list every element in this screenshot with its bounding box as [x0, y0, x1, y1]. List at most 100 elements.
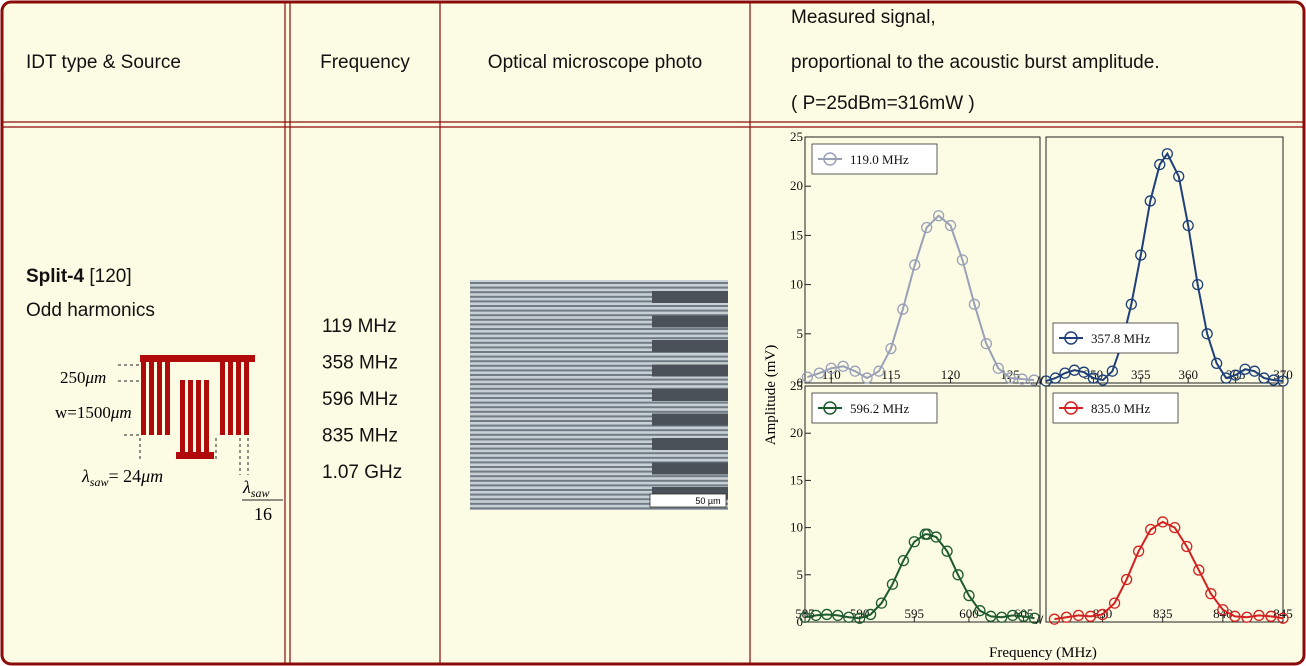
legend-marker: [1064, 401, 1078, 415]
stripe: [470, 433, 728, 436]
marker: [974, 605, 986, 617]
stripe: [470, 397, 728, 399]
finger: [180, 380, 185, 452]
y-tick-label: 20: [790, 178, 803, 193]
pad: [652, 340, 728, 352]
finger: [204, 380, 209, 452]
stripe: [470, 332, 728, 335]
marker: [832, 609, 844, 622]
stripe: [470, 479, 728, 482]
plot-area: [804, 385, 1041, 623]
y-axis-title: Amplitude (mV): [763, 345, 779, 445]
marker: [1125, 298, 1137, 310]
stripe: [470, 360, 728, 363]
series-line: [1054, 520, 1284, 621]
stripe: [470, 351, 728, 353]
scale-box: [649, 493, 727, 508]
marker: [968, 298, 981, 310]
pad: [652, 291, 728, 303]
x-tick-label: 120: [941, 367, 961, 382]
plot-area: [1045, 136, 1284, 384]
bus-bar: [140, 355, 255, 362]
marker: [1210, 357, 1223, 369]
marker: [825, 362, 837, 374]
marker: [1157, 516, 1169, 528]
axis-break: //: [1035, 373, 1044, 388]
width-value: w=1500: [55, 403, 111, 422]
stripe: [470, 424, 728, 427]
stripe: [470, 286, 728, 289]
marker: [1182, 219, 1194, 232]
x-tick-label: 595: [905, 606, 925, 621]
stripe: [470, 364, 728, 367]
marker: [963, 589, 975, 602]
marker: [1049, 372, 1062, 384]
stripe: [470, 323, 728, 326]
x-axis-title: Frequency (MHz): [989, 645, 1097, 661]
width-label: w=1500μm: [55, 403, 132, 422]
marker: [1144, 195, 1156, 207]
stripe: [470, 282, 728, 284]
marker: [941, 545, 953, 557]
plot-area: [1045, 385, 1284, 623]
stripe: [470, 443, 728, 445]
marker: [1004, 372, 1016, 384]
marker: [1253, 609, 1265, 622]
stripe: [470, 295, 728, 298]
stripe: [470, 318, 728, 321]
marker: [813, 367, 825, 379]
stripe: [470, 378, 728, 381]
marker: [1277, 612, 1289, 624]
stripe: [470, 369, 728, 372]
x-tick-label: 360: [1178, 367, 1198, 382]
plot-area: [804, 136, 1041, 384]
marker: [799, 611, 811, 623]
stripe: [470, 415, 728, 418]
marker: [875, 597, 888, 609]
fraction-den: 16: [254, 504, 272, 524]
stripe: [470, 314, 728, 317]
marker: [1048, 613, 1061, 625]
stripe: [470, 309, 728, 312]
marker: [952, 569, 964, 581]
legend-label: 835.0 MHz: [1091, 401, 1150, 416]
finger: [228, 362, 233, 435]
stripe: [470, 392, 728, 395]
legend-label: 119.0 MHz: [850, 152, 909, 167]
series-line: [804, 533, 1035, 620]
stripe: [470, 337, 728, 340]
fraction-num: λsaw: [242, 477, 269, 500]
header-line: proportional to the acoustic burst ampli…: [791, 52, 1160, 73]
legend-marker: [823, 152, 837, 166]
marker: [1097, 374, 1109, 386]
finger: [188, 380, 193, 452]
marker: [1181, 540, 1193, 553]
y-tick-label: 25: [790, 378, 803, 393]
stripe: [470, 484, 728, 487]
marker: [992, 362, 1004, 374]
y-tick-label: 0: [797, 614, 804, 629]
stripe: [470, 438, 728, 441]
stripe: [470, 387, 728, 390]
microscope-photo: [470, 280, 728, 510]
marker: [1007, 609, 1019, 622]
stripe: [470, 341, 728, 344]
width-unit: μm: [110, 403, 132, 422]
marker: [873, 365, 885, 377]
stripe: [470, 456, 728, 459]
y-tick-label: 15: [790, 472, 803, 487]
marker: [1016, 373, 1028, 385]
lambda-sub: saw: [90, 475, 109, 489]
frequency: 1.07 GHz: [322, 462, 402, 483]
idt-title: Split-4 [120]: [26, 266, 132, 287]
gap-value: 250: [60, 368, 86, 387]
finger: [165, 362, 170, 435]
marker: [897, 554, 910, 567]
axis-break: //: [1035, 612, 1044, 627]
marker: [854, 612, 866, 624]
lambda: λ: [81, 466, 90, 486]
frequency: 835 MHz: [322, 426, 398, 447]
stripe: [470, 493, 728, 496]
marker: [1120, 573, 1133, 586]
